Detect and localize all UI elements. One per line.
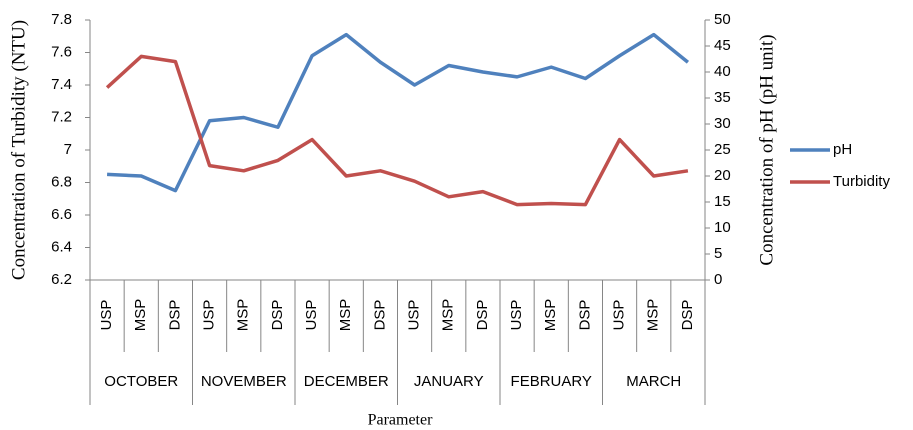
y-axis-label: Concentration of Turbidity (NTU) (8, 20, 29, 280)
x-tick-label: USP (406, 300, 423, 331)
x-tick-label: MSP (440, 299, 457, 332)
x-tick-label: USP (201, 300, 218, 331)
x-tick-label: USP (508, 300, 525, 331)
group-label: FEBRUARY (511, 373, 592, 390)
x-tick-label: USP (303, 300, 320, 331)
y-tick-label: 6.8 (51, 173, 72, 190)
legend-label: pH (833, 141, 852, 158)
group-label: JANUARY (414, 373, 484, 390)
x-tick-label: MSP (235, 299, 252, 332)
x-tick-label: DSP (679, 300, 696, 331)
x-tick-label: DSP (166, 300, 183, 331)
group-label: NOVEMBER (201, 373, 287, 390)
y2-tick-label: 35 (714, 89, 731, 106)
series-line (106, 32, 690, 193)
y2-tick-label: 0 (714, 271, 722, 288)
y-tick-label: 7.4 (51, 76, 72, 93)
y2-tick-label: 5 (714, 245, 722, 262)
y-tick-label: 7.8 (51, 11, 72, 28)
x-tick-label: USP (98, 300, 115, 331)
series-line (105, 54, 689, 207)
y2-tick-label: 50 (714, 11, 731, 28)
y-tick-label: 7.2 (51, 108, 72, 125)
x-tick-label: DSP (474, 300, 491, 331)
group-label: DECEMBER (304, 373, 389, 390)
y-tick-label: 6.2 (51, 271, 72, 288)
y-tick-label: 7 (64, 141, 72, 158)
group-label: OCTOBER (104, 373, 178, 390)
x-tick-label: MSP (337, 299, 354, 332)
group-label: MARCH (626, 373, 681, 390)
x-tick-label: USP (611, 300, 628, 331)
y2-tick-label: 15 (714, 193, 731, 210)
y-tick-label: 7.6 (51, 43, 72, 60)
x-tick-label: MSP (132, 299, 149, 332)
y-tick-label: 6.4 (51, 238, 72, 255)
y-tick-label: 6.6 (51, 206, 72, 223)
y2-tick-label: 45 (714, 37, 731, 54)
y2-tick-label: 30 (714, 115, 731, 132)
legend-label: Turbidity (833, 173, 890, 190)
x-tick-label: DSP (371, 300, 388, 331)
y2-tick-label: 25 (714, 141, 731, 158)
x-axis-label: Parameter (368, 412, 434, 429)
x-tick-label: MSP (542, 299, 559, 332)
x-tick-label: MSP (645, 299, 662, 332)
y2-axis-label: Concentration of pH (pH unit) (756, 34, 777, 265)
y2-tick-label: 40 (714, 63, 731, 80)
y2-tick-label: 20 (714, 167, 731, 184)
x-tick-label: DSP (576, 300, 593, 331)
x-tick-label: DSP (269, 300, 286, 331)
y2-tick-label: 10 (714, 219, 731, 236)
